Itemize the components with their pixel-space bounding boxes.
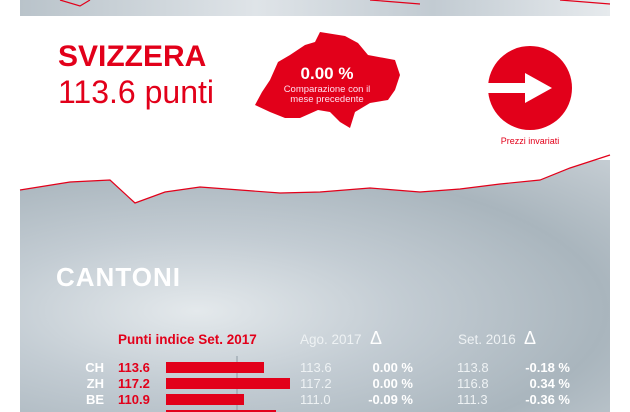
index-bar	[166, 378, 290, 389]
prev-year-value: 116.8	[457, 376, 489, 391]
table-row: BE 110.9 111.0 -0.09 % 111.3 -0.36 %	[0, 392, 630, 408]
index-value: 113.6	[118, 360, 150, 375]
header-prev-year: Set. 2016	[458, 332, 516, 347]
index-value: 110.9	[118, 392, 150, 407]
prev-year-pct: 0.34 %	[529, 376, 570, 391]
prev-month-value: 113.6	[300, 360, 332, 375]
prev-month-value: 111.0	[300, 392, 331, 407]
arrow-right-icon	[487, 73, 552, 103]
top-trend-line	[59, 0, 611, 7]
prev-year-value: 113.8	[457, 360, 489, 375]
canton-code: ZH	[86, 376, 104, 391]
section-title: CANTONI	[56, 262, 181, 292]
table-row: ZH 117.2 117.2 0.00 % 116.8 0.34 %	[0, 376, 630, 392]
canton-code: CH	[85, 360, 104, 375]
prev-year-value: 111.3	[457, 392, 488, 407]
table-row: CH 113.6 113.6 0.00 % 113.8 -0.18 %	[0, 360, 630, 376]
trend-label: Prezzi invariati	[500, 136, 560, 146]
prev-month-pct: 0.00 %	[372, 360, 413, 375]
mountain-background	[20, 160, 610, 412]
delta-icon: Δ	[370, 328, 383, 348]
country-points: 113.6 punti	[58, 74, 214, 110]
prev-month-pct: 0.00 %	[372, 376, 413, 391]
prev-month-pct: -0.09 %	[368, 392, 413, 407]
switzerland-map	[255, 32, 400, 128]
monthly-change: 0.00 %	[300, 64, 354, 83]
index-bar	[166, 394, 245, 405]
prev-year-pct: -0.18 %	[525, 360, 570, 375]
prev-year-pct: -0.36 %	[525, 392, 570, 407]
trend-line	[19, 154, 611, 204]
header-prev-month: Ago. 2017	[300, 332, 362, 347]
canton-code: BE	[85, 392, 104, 407]
delta-icon: Δ	[524, 328, 537, 348]
header-current: Punti indice Set. 2017	[118, 332, 257, 347]
country-title: SVIZZERA	[58, 40, 207, 73]
prev-month-value: 117.2	[300, 376, 332, 391]
top-background	[20, 0, 610, 16]
bar-partial	[166, 410, 276, 412]
monthly-change-caption: Comparazione con il mese precedente	[283, 84, 371, 105]
index-bar	[166, 362, 264, 373]
white-ridge	[20, 155, 610, 203]
index-value: 117.2	[118, 376, 150, 391]
